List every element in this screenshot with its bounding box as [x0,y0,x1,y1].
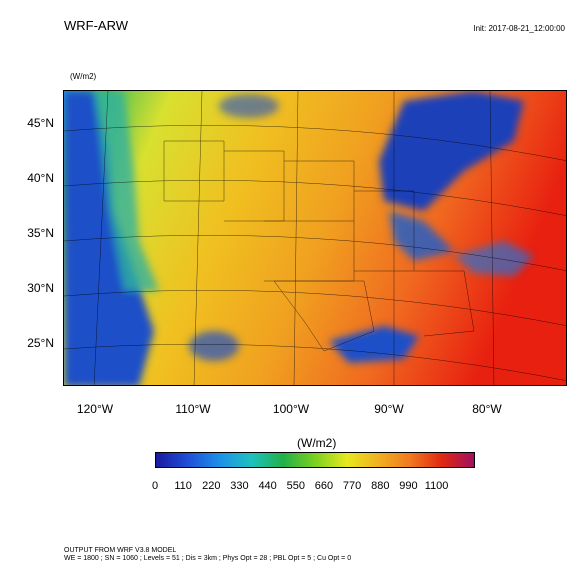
colorbar-tick-label: 990 [399,480,418,492]
footer-config: WE = 1800 ; SN = 1060 ; Levels = 51 ; Di… [64,555,352,562]
colorbar-tick-label: 220 [202,480,221,492]
map-panel [63,90,567,386]
colorbar-tick-label: 110 [174,480,192,492]
colorbar-tick-label: 880 [371,480,390,492]
lon-label: 120°W [76,402,114,416]
lat-label: 30°N [27,281,54,295]
colorbar-tick-label: 330 [230,480,249,492]
lat-label: 40°N [27,171,54,185]
colorbar-tick-label: 0 [151,480,159,492]
lon-label: 110°W [175,402,211,416]
lon-label: 80°W [472,402,502,416]
lat-label: 35°N [27,226,54,240]
colorbar-tick-label: 770 [342,480,362,492]
colorbar-tick-label: 550 [286,480,305,492]
init-time: Init: 2017-08-21_12:00:00 [473,24,565,33]
colorbar-title: (W/m2) [297,436,337,450]
lat-label: 25°N [27,336,54,350]
footer-model: OUTPUT FROM WRF V3.8 MODEL [64,547,177,554]
colorbar [155,452,475,468]
colorbar-tick-label: 660 [314,480,334,492]
lon-label: 100°W [272,402,310,416]
colorbar-tick-label: 1100 [424,480,449,492]
lon-label: 90°W [374,402,404,416]
radiation-field [64,91,566,385]
colorbar-tick-label: 440 [258,480,277,492]
plot-title: WRF-ARW [64,18,129,33]
lat-label: 45°N [27,116,54,130]
units-label: (W/m2) [70,72,97,81]
